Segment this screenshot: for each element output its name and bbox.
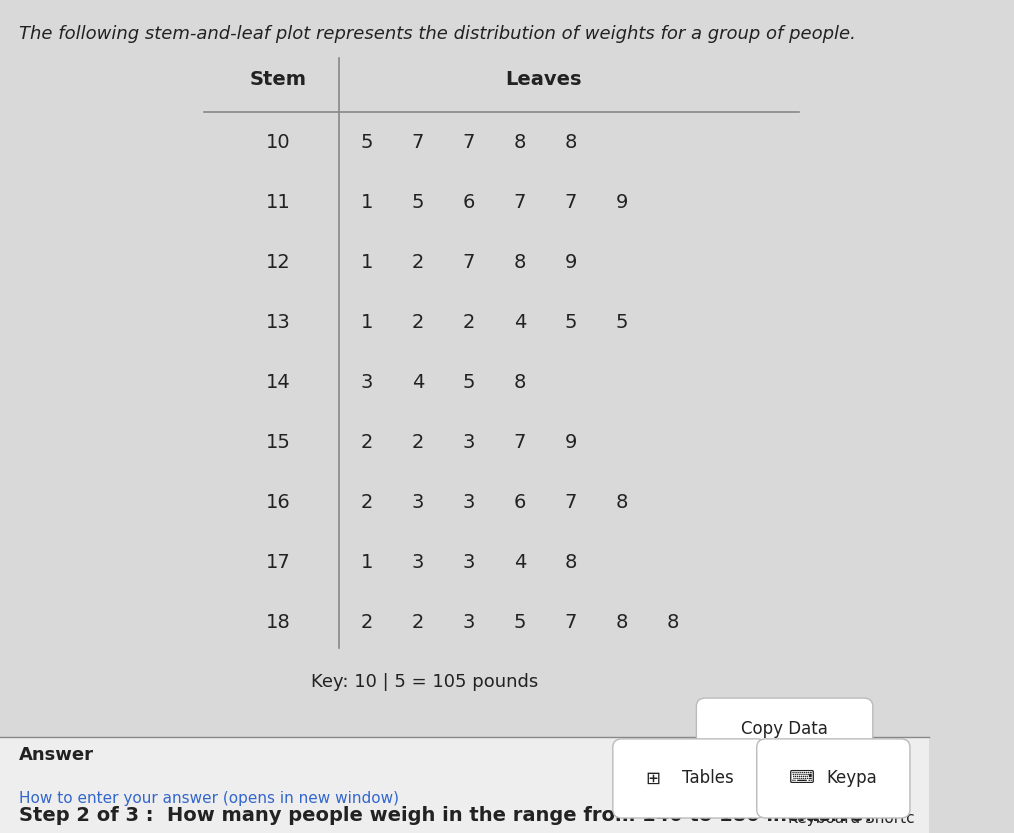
Text: 5: 5: [514, 613, 526, 631]
Text: 1: 1: [361, 253, 373, 272]
Text: Keypa: Keypa: [826, 770, 877, 787]
Text: How to enter your answer (opens in new window): How to enter your answer (opens in new w…: [18, 791, 399, 806]
Text: 7: 7: [565, 193, 577, 212]
Text: 8: 8: [615, 613, 629, 631]
Text: 14: 14: [267, 373, 291, 392]
Text: 7: 7: [514, 193, 526, 212]
Text: Answer: Answer: [18, 746, 93, 764]
Text: 2: 2: [462, 313, 476, 332]
Text: 3: 3: [412, 493, 424, 511]
Text: 1: 1: [361, 193, 373, 212]
Text: ⌨: ⌨: [789, 770, 815, 787]
Text: 8: 8: [514, 133, 526, 152]
Text: 8: 8: [565, 133, 577, 152]
Text: 10: 10: [267, 133, 291, 152]
Text: Step 2 of 3 :  How many people weigh in the range from 140 to 180 inclusive?: Step 2 of 3 : How many people weigh in t…: [18, 806, 874, 826]
Text: 7: 7: [565, 493, 577, 511]
Text: 3: 3: [462, 553, 476, 571]
Text: Keyboard Shortc: Keyboard Shortc: [788, 811, 915, 826]
Text: 9: 9: [565, 253, 577, 272]
Text: 2: 2: [412, 613, 424, 631]
Text: 4: 4: [412, 373, 424, 392]
Text: 5: 5: [462, 373, 476, 392]
Text: 8: 8: [667, 613, 679, 631]
Text: 16: 16: [267, 493, 291, 511]
FancyBboxPatch shape: [612, 739, 766, 818]
Text: 2: 2: [412, 313, 424, 332]
Text: 7: 7: [412, 133, 424, 152]
Text: 3: 3: [412, 553, 424, 571]
Text: 2: 2: [361, 433, 373, 451]
Text: 5: 5: [361, 133, 373, 152]
Text: ⊞: ⊞: [645, 770, 660, 787]
Text: 3: 3: [462, 433, 476, 451]
Text: 18: 18: [267, 613, 291, 631]
Text: 4: 4: [514, 313, 526, 332]
Text: Stem: Stem: [250, 70, 307, 89]
Text: 7: 7: [462, 253, 476, 272]
Text: 1: 1: [361, 553, 373, 571]
Text: 5: 5: [412, 193, 424, 212]
FancyBboxPatch shape: [697, 698, 873, 761]
Text: 3: 3: [462, 493, 476, 511]
Text: 4: 4: [514, 553, 526, 571]
Text: 11: 11: [267, 193, 291, 212]
Text: 2: 2: [412, 253, 424, 272]
Text: 9: 9: [615, 193, 629, 212]
Text: 7: 7: [462, 133, 476, 152]
Text: 12: 12: [267, 253, 291, 272]
Text: Key: 10 | 5 = 105 pounds: Key: 10 | 5 = 105 pounds: [311, 673, 538, 691]
Text: Copy Data: Copy Data: [741, 721, 828, 738]
Text: 6: 6: [514, 493, 526, 511]
Text: 5: 5: [615, 313, 629, 332]
Text: 13: 13: [267, 313, 291, 332]
Text: 9: 9: [565, 433, 577, 451]
Text: 3: 3: [462, 613, 476, 631]
Text: 7: 7: [514, 433, 526, 451]
Text: 8: 8: [514, 373, 526, 392]
Text: 8: 8: [514, 253, 526, 272]
Text: 2: 2: [361, 493, 373, 511]
Text: 6: 6: [462, 193, 476, 212]
Text: 8: 8: [615, 493, 629, 511]
Text: 5: 5: [565, 313, 577, 332]
Text: 15: 15: [266, 433, 291, 451]
FancyBboxPatch shape: [0, 737, 929, 833]
Text: 17: 17: [267, 553, 291, 571]
Text: 2: 2: [412, 433, 424, 451]
Text: 8: 8: [565, 553, 577, 571]
Text: Leaves: Leaves: [505, 70, 581, 89]
Text: 1: 1: [361, 313, 373, 332]
Text: 7: 7: [565, 613, 577, 631]
Text: The following stem-and-leaf plot represents the distribution of weights for a gr: The following stem-and-leaf plot represe…: [18, 25, 856, 43]
Text: 2: 2: [361, 613, 373, 631]
Text: 3: 3: [361, 373, 373, 392]
FancyBboxPatch shape: [756, 739, 910, 818]
Text: Tables: Tables: [682, 770, 734, 787]
